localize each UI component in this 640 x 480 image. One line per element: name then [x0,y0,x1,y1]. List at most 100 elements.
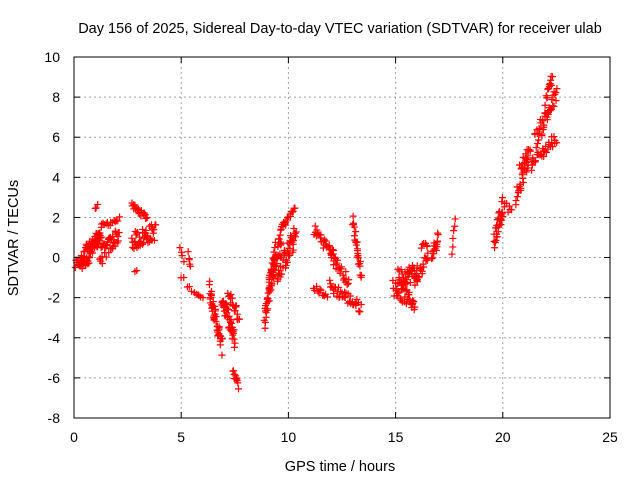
data-point [451,215,459,223]
data-point [548,81,556,89]
y-tick-label: -2 [48,290,61,306]
data-point [265,297,273,305]
data-point [544,84,552,92]
data-point [357,300,365,308]
data-point [424,249,432,257]
data-point [548,96,556,104]
x-tick-label: 0 [70,429,78,445]
data-point [329,250,337,258]
data-point [87,247,95,255]
data-point [229,329,237,337]
data-point [152,221,160,229]
data-point [223,301,231,309]
data-point [133,267,141,275]
data-point [71,264,79,272]
data-point [313,226,321,234]
data-point [278,270,286,278]
data-point [434,231,442,239]
data-point [550,133,558,141]
data-point [355,254,363,262]
data-point [540,123,548,131]
data-point [277,241,285,249]
data-point [326,276,334,284]
data-point [131,237,139,245]
data-point [273,255,281,263]
data-point [276,250,284,258]
data-point [333,256,341,264]
data-point [208,301,216,309]
data-point [512,197,520,205]
y-tick-label: -8 [48,410,61,426]
data-points [71,72,561,393]
data-point [420,263,428,271]
data-point [543,94,551,102]
y-tick-label: 0 [52,250,60,266]
data-point [234,379,242,387]
data-point [269,267,277,275]
y-tick-label: 6 [52,129,60,145]
data-point [546,107,554,115]
data-point [528,166,536,174]
data-point [287,212,295,220]
data-point [402,280,410,288]
data-point [115,229,123,237]
data-point [532,157,540,165]
data-point [520,158,528,166]
data-point [405,288,413,296]
data-point [150,236,158,244]
data-point [402,287,410,295]
data-point [406,278,414,286]
data-point [268,279,276,287]
data-point [411,281,419,289]
data-point [150,226,158,234]
data-point [541,101,549,109]
data-point [517,165,525,173]
y-tick-label: 2 [52,209,60,225]
data-point [235,315,243,323]
data-point [178,252,186,260]
data-point [209,298,217,306]
data-point [353,253,361,261]
data-point [505,202,513,210]
data-point [270,274,278,282]
data-point [429,254,437,262]
data-point [292,228,300,236]
data-point [410,298,418,306]
data-point [223,305,231,313]
data-point [103,241,111,249]
chart-title: Day 156 of 2025, Sidereal Day-to-day VTE… [78,21,602,37]
data-point [195,292,203,300]
data-point [418,241,426,249]
data-point [199,294,207,302]
data-point [142,226,150,234]
data-point [225,306,233,314]
data-point [186,262,194,270]
data-point [116,213,124,221]
data-point [185,283,193,291]
data-point [549,73,557,81]
data-point [449,234,457,242]
data-point [229,367,237,375]
data-point [218,335,226,343]
data-point [414,272,422,280]
data-point [357,271,365,279]
data-point [342,268,350,276]
data-point [110,238,118,246]
data-point [206,277,214,285]
data-point [409,296,417,304]
data-point [133,204,141,212]
data-point [319,244,327,252]
data-point [180,258,188,266]
data-point [327,280,335,288]
data-point [553,85,561,93]
data-point [207,290,215,298]
data-point [428,255,436,263]
data-point [102,253,110,261]
data-point [451,222,459,230]
data-point [539,117,547,125]
data-point [345,276,353,284]
data-point [550,102,558,110]
data-point [114,217,122,225]
data-point [346,292,354,300]
